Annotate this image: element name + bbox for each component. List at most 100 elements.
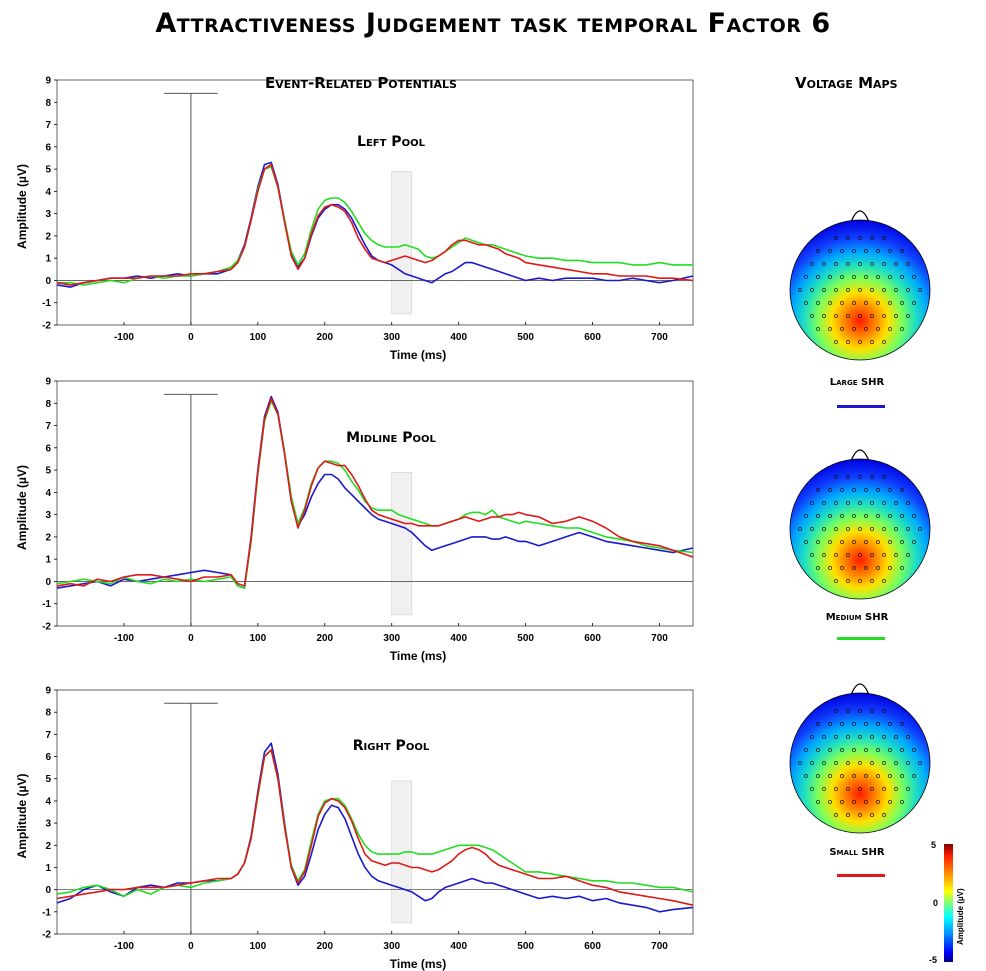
electrode-marker [810, 553, 814, 557]
electrode-marker [834, 314, 838, 318]
electrode-marker [828, 748, 832, 752]
electrode-marker [882, 340, 886, 344]
x-tick-label: 600 [584, 941, 601, 952]
electrode-marker [834, 475, 838, 479]
electrode-marker [858, 813, 862, 817]
electrode-marker [864, 327, 868, 331]
electrode-marker [840, 774, 844, 778]
scalp-map [789, 692, 931, 834]
electrode-marker [816, 327, 820, 331]
electrode-marker [858, 475, 862, 479]
electrode-marker [894, 787, 898, 791]
electrode-marker [846, 501, 850, 505]
x-tick-label: 100 [249, 941, 266, 952]
electrode-marker [900, 514, 904, 518]
electrode-marker [882, 579, 886, 583]
electrode-marker [828, 800, 832, 804]
electrode-marker [798, 527, 802, 531]
electrode-marker [840, 566, 844, 570]
y-tick-label: -1 [42, 599, 51, 610]
electrode-marker [858, 314, 862, 318]
x-tick-label: 300 [383, 332, 400, 343]
electrode-marker [816, 249, 820, 253]
electrode-marker [894, 735, 898, 739]
electrode-marker [858, 735, 862, 739]
electrode-marker [900, 249, 904, 253]
electrode-marker [888, 514, 892, 518]
electrode-marker [858, 501, 862, 505]
electrode-marker [870, 262, 874, 266]
electrode-marker [846, 288, 850, 292]
series-line-large-shr [56, 395, 694, 589]
analysis-window [391, 472, 413, 616]
x-tick-label: -100 [114, 633, 134, 644]
electrode-marker [816, 800, 820, 804]
electrode-marker [834, 813, 838, 817]
x-tick-label: 300 [383, 633, 400, 644]
colorbar-tick-max: 5 [931, 840, 937, 850]
electrode-marker [894, 288, 898, 292]
electrode-marker [834, 553, 838, 557]
erp-heading: Event-Related Potentials [265, 74, 457, 92]
electrode-marker [846, 236, 850, 240]
electrode-marker [888, 249, 892, 253]
nose-outline [850, 683, 870, 696]
electrode-marker [828, 249, 832, 253]
y-tick-label: 3 [45, 209, 51, 220]
electrode-marker [918, 288, 922, 292]
electrode-marker [804, 275, 808, 279]
panel-title: Left Pool [357, 134, 426, 150]
y-tick-label: 0 [45, 276, 51, 287]
series-line-small-shr [56, 397, 694, 587]
electrode-marker [846, 262, 850, 266]
x-tick-label: 400 [450, 633, 467, 644]
electrode-marker [906, 735, 910, 739]
electrode-marker [816, 301, 820, 305]
electrode-marker [810, 787, 814, 791]
nose-outline [850, 449, 870, 462]
electrode-marker [876, 249, 880, 253]
electrode-marker [834, 236, 838, 240]
y-tick-label: 1 [45, 863, 51, 874]
electrode-marker [816, 540, 820, 544]
electrode-marker [870, 527, 874, 531]
electrode-marker [912, 774, 916, 778]
electrode-marker [846, 340, 850, 344]
x-axis-label: Time (ms) [390, 649, 446, 663]
x-tick-label: 400 [450, 332, 467, 343]
series-line-small-shr [56, 749, 694, 906]
y-tick-label: 0 [45, 885, 51, 896]
electrode-marker [882, 501, 886, 505]
electrode-marker [882, 527, 886, 531]
electrode-marker [876, 488, 880, 492]
y-tick-label: -2 [42, 622, 51, 633]
electrode-marker [810, 314, 814, 318]
electrode-marker [876, 301, 880, 305]
electrode-marker [840, 722, 844, 726]
electrode-marker [900, 722, 904, 726]
scalp-map [789, 458, 931, 600]
electrode-marker [912, 514, 916, 518]
y-tick-label: 3 [45, 510, 51, 521]
x-tick-label: 500 [517, 332, 534, 343]
electrode-marker [834, 340, 838, 344]
electrode-marker [864, 488, 868, 492]
y-tick-label: 7 [45, 120, 51, 131]
y-tick-label: 5 [45, 466, 51, 477]
electrode-marker [882, 553, 886, 557]
electrode-marker [804, 514, 808, 518]
axes-box [56, 79, 694, 326]
y-tick-label: 4 [45, 187, 51, 198]
electrode-marker [876, 722, 880, 726]
x-tick-label: 200 [316, 633, 333, 644]
electrode-marker [840, 800, 844, 804]
y-tick-label: 4 [45, 796, 51, 807]
panel-title: Right Pool [353, 738, 430, 754]
electrode-marker [888, 748, 892, 752]
electrode-marker [852, 748, 856, 752]
electrode-marker [828, 540, 832, 544]
voltage-maps-heading: Voltage Maps [795, 74, 898, 92]
electrode-marker [864, 301, 868, 305]
electrode-marker [906, 527, 910, 531]
y-tick-label: 7 [45, 421, 51, 432]
